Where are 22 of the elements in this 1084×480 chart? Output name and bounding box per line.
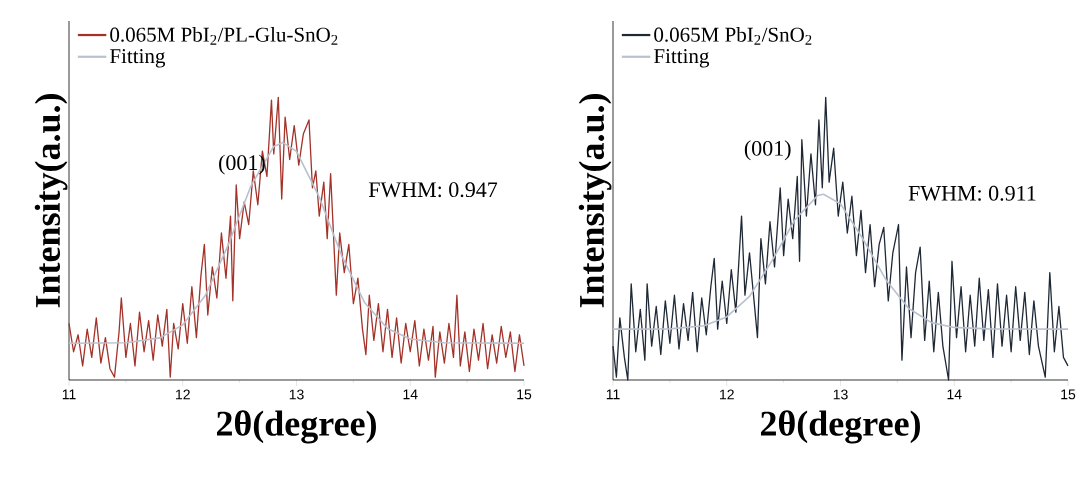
y-axis-title: Intensity(a.u.) [34,94,68,308]
x-tick-label: 12 [176,389,190,400]
annotation: FWHM: 0.911 [908,185,1036,201]
annotation: FWHM: 0.947 [368,182,498,198]
x-tick-label: 14 [947,389,962,400]
y-axis-title: Intensity(a.u.) [578,94,612,308]
x-tick-label: 13 [289,389,304,400]
legend-label: 0.065M PbI$_{2}$/SnO$_{2}$ [654,27,812,45]
annotation: (001) [219,154,265,175]
x-tick-label: 12 [720,389,734,400]
x-tick-label: 11 [62,389,76,400]
x-tick-label: 11 [606,389,620,400]
annotation: (001) [744,140,791,161]
x-tick-label: 13 [833,389,848,400]
legend-label: Fitting [110,49,166,68]
x-axis-title: 2θ(degree) [760,410,920,444]
legend-label: 0.065M PbI$_{2}$/PL-Glu-SnO$_{2}$ [110,27,338,45]
x-tick-label: 14 [403,389,418,400]
x-axis-title: 2θ(degree) [216,410,376,444]
legend-label: Fitting [654,49,710,68]
x-tick-label: 15 [1061,389,1076,400]
x-tick-label: 15 [517,389,532,400]
